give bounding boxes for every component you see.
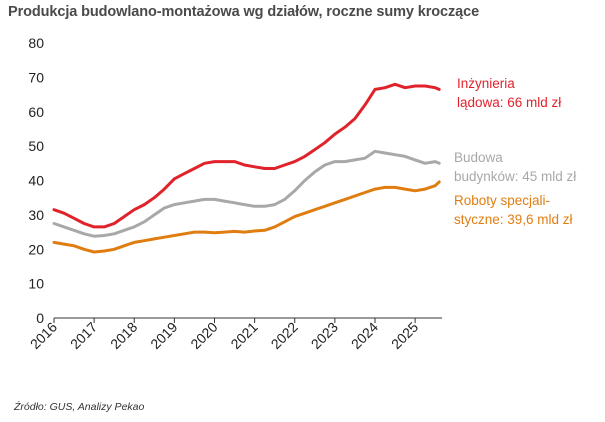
- series-label-3: styczne: 39,6 mld zł: [454, 212, 573, 227]
- series-label-1: lądowa: 66 mld zł: [457, 95, 561, 110]
- y-tick-label: 80: [28, 35, 44, 51]
- y-tick-label: 70: [28, 69, 44, 85]
- x-tick-label: 2022: [268, 319, 301, 352]
- x-tick-label: 2016: [27, 319, 60, 352]
- source-note: Źródło: GUS, Analizy Pekao: [14, 401, 145, 413]
- y-tick-label: 10: [28, 276, 44, 292]
- x-tick-label: 2021: [227, 319, 260, 352]
- chart-series: [52, 82, 441, 254]
- y-tick-label: 30: [28, 207, 44, 223]
- x-tick-label: 2025: [388, 319, 421, 352]
- series-labels: Inżynieria lądowa: 66 mld zł Budowa budynkó…: [454, 76, 576, 227]
- series-label-2: Budowa: [454, 150, 503, 165]
- x-tick-label: 2019: [147, 319, 180, 352]
- series-label-3: Roboty specjali-: [454, 193, 550, 208]
- series-line-3: [52, 180, 441, 254]
- x-tick-label: 2020: [187, 319, 220, 352]
- x-tick-label: 2017: [67, 319, 100, 352]
- y-tick-label: 40: [28, 173, 44, 189]
- series-label-1: Inżynieria: [457, 76, 515, 91]
- x-tick-label: 2023: [308, 319, 341, 352]
- chart-title: Produkcja budowlano-montażowa wg działów…: [8, 4, 480, 20]
- y-tick-label: 60: [28, 104, 44, 120]
- y-tick-label: 20: [28, 241, 44, 257]
- y-tick-label: 50: [28, 138, 44, 154]
- series-label-2: budynków: 45 mld zł: [454, 169, 576, 184]
- series-line-2: [52, 149, 441, 238]
- y-tick-label: 0: [36, 310, 44, 326]
- x-tick-label: 2024: [348, 319, 381, 352]
- series-line-1: [52, 82, 441, 229]
- x-tick-label: 2018: [107, 319, 140, 352]
